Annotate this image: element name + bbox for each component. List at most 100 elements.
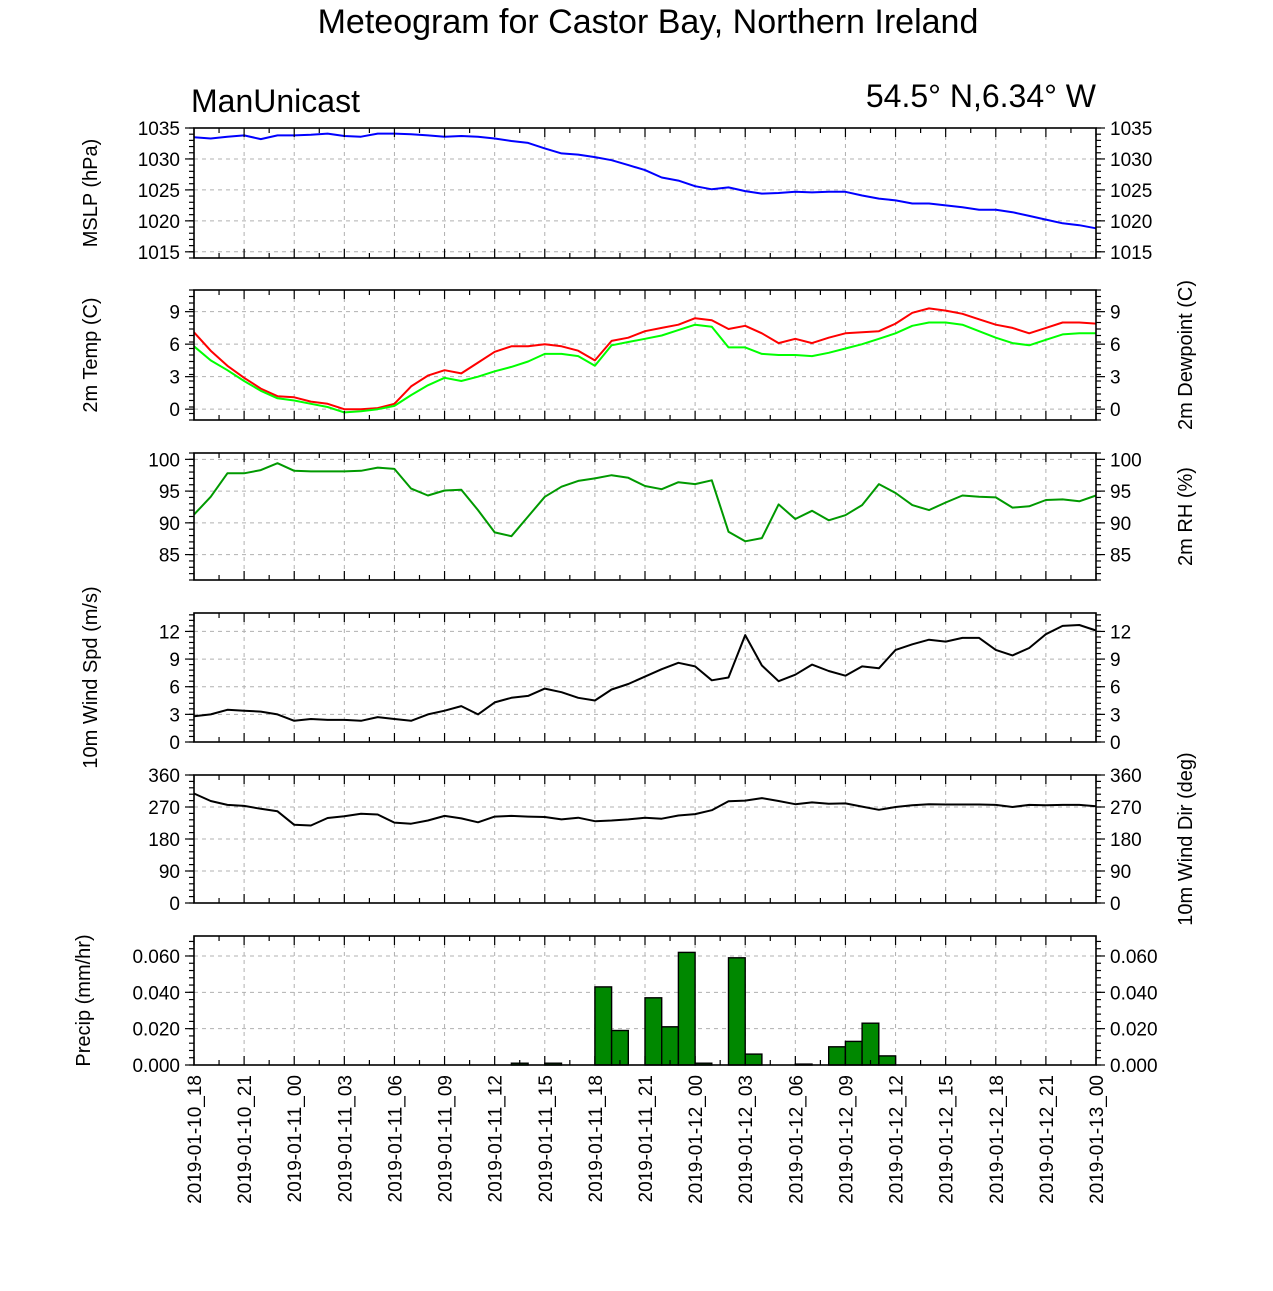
y-tick-label-left: 360 (148, 766, 180, 787)
y-tick-label-left: 3 (169, 368, 180, 389)
mslp-panel: 1015 1015 1020 1020 1025 1025 1030 1030 1035 1035… (80, 119, 1152, 264)
humidity-series-0-line (193, 462, 1097, 543)
temperature-ylabel-left: 2m Temp (C) (80, 297, 102, 412)
time-tick-label: 2019-01-12_03 (736, 1075, 757, 1204)
time-tick-label: 2019-01-12_09 (836, 1075, 857, 1204)
time-tick-label: 2019-01-11_09 (436, 1075, 457, 1202)
y-tick-label-right: 360 (1110, 766, 1142, 787)
y-tick-label-left: 12 (159, 622, 180, 643)
y-tick-label-right: 0.040 (1110, 983, 1158, 1004)
time-axis-labels: 2019-01-10_18 2019-01-10_21 2019-01-11_00 2… (185, 1075, 1108, 1204)
y-tick-label-left: 180 (148, 830, 180, 851)
y-tick-label-right: 270 (1110, 798, 1142, 819)
time-tick-label: 2019-01-10_18 (185, 1075, 206, 1204)
y-tick-label-left: 270 (148, 798, 180, 819)
precipitation-panel: 0.000 0.000 0.020 0.020 0.040 0.040 0.060 0.060… (73, 934, 1158, 1077)
y-tick-label-left: 1035 (138, 119, 180, 140)
y-tick-label-right: 3 (1110, 368, 1121, 389)
y-tick-label-right: 3 (1110, 705, 1121, 726)
time-tick-label: 2019-01-13_00 (1087, 1075, 1108, 1204)
y-tick-label-left: 100 (148, 450, 180, 471)
y-tick-label-right: 1035 (1110, 119, 1152, 140)
wind-direction-series-0-line (193, 792, 1097, 827)
wind-speed-ylabel-left: 10m Wind Spd (m/s) (80, 586, 102, 768)
precip-bar (677, 951, 696, 1066)
precip-bar (861, 1022, 880, 1066)
y-tick-label-left: 0 (169, 400, 180, 421)
y-tick-label-right: 0 (1110, 400, 1121, 421)
chart-panels: 1015 1015 1020 1020 1025 1025 1030 1030 1035 1035… (73, 119, 1197, 1204)
y-tick-label-left: 1030 (138, 150, 180, 171)
wind-speed-panel: 0 0 3 3 6 6 9 9 12 12 10m Wind Spd (m/s) (80, 586, 1131, 768)
y-tick-label-right: 95 (1110, 482, 1131, 503)
wind-direction-panel: 0 0 90 90 180 180 270 270 360 360 10m Wind Dir (de… (148, 752, 1197, 925)
y-tick-label-left: 6 (169, 678, 180, 699)
time-tick-label: 2019-01-11_15 (536, 1075, 557, 1202)
time-tick-label: 2019-01-10_21 (235, 1075, 256, 1204)
y-tick-label-right: 85 (1110, 546, 1131, 567)
time-tick-label: 2019-01-11_21 (636, 1075, 657, 1202)
time-tick-label: 2019-01-11_03 (335, 1075, 356, 1202)
time-tick-label: 2019-01-12_18 (987, 1075, 1008, 1204)
y-tick-label-right: 1025 (1110, 181, 1152, 202)
y-tick-label-left: 85 (159, 546, 180, 567)
humidity-panel: 85 85 90 90 95 95 100 100 2m RH (%) (148, 450, 1197, 581)
y-tick-label-left: 90 (159, 862, 180, 883)
y-tick-label-right: 0.060 (1110, 947, 1158, 968)
y-tick-label-left: 9 (169, 650, 180, 671)
y-tick-label-left: 0.040 (132, 983, 180, 1004)
y-tick-label-left: 3 (169, 705, 180, 726)
precip-bar (610, 1029, 629, 1066)
y-tick-label-left: 90 (159, 514, 180, 535)
time-tick-label: 2019-01-11_12 (486, 1075, 507, 1202)
y-tick-label-right: 1015 (1110, 243, 1152, 264)
wind-speed-series-0-line (193, 624, 1097, 722)
temperature-ylabel-right: 2m Dewpoint (C) (1175, 280, 1197, 430)
temperature-series-1-line (193, 321, 1096, 414)
y-tick-label-left: 1015 (138, 243, 180, 264)
time-tick-label: 2019-01-12_00 (686, 1075, 707, 1204)
wind-direction-ylabel-right: 10m Wind Dir (deg) (1175, 752, 1197, 925)
y-tick-label-right: 6 (1110, 678, 1121, 699)
y-tick-label-left: 0.020 (132, 1020, 180, 1041)
y-tick-label-left: 0 (169, 894, 180, 915)
precip-bar (878, 1055, 897, 1066)
time-tick-label: 2019-01-12_12 (887, 1075, 908, 1204)
y-tick-label-right: 12 (1110, 622, 1131, 643)
y-tick-label-right: 0 (1110, 894, 1121, 915)
time-tick-label: 2019-01-12_15 (937, 1075, 958, 1204)
precip-bar (594, 986, 613, 1066)
y-tick-label-right: 180 (1110, 830, 1142, 851)
humidity-ylabel-right: 2m RH (%) (1175, 467, 1197, 566)
y-tick-label-right: 0.020 (1110, 1020, 1158, 1041)
time-tick-label: 2019-01-12_21 (1037, 1075, 1058, 1204)
y-tick-label-right: 0 (1110, 733, 1121, 754)
y-tick-label-left: 9 (169, 303, 180, 324)
y-tick-label-left: 0.060 (132, 947, 180, 968)
y-tick-label-right: 100 (1110, 450, 1142, 471)
precip-bar (644, 997, 663, 1066)
time-tick-label: 2019-01-11_06 (385, 1075, 406, 1202)
y-tick-label-left: 0.000 (132, 1056, 180, 1077)
precipitation-ylabel-left: Precip (mm/hr) (73, 934, 95, 1066)
temperature-series-0-line (193, 307, 1097, 411)
precip-bar (844, 1040, 863, 1066)
y-tick-label-right: 90 (1110, 862, 1131, 883)
y-tick-label-right: 6 (1110, 335, 1121, 356)
y-tick-label-left: 95 (159, 482, 180, 503)
y-tick-label-left: 1020 (138, 212, 180, 233)
y-tick-label-right: 9 (1110, 650, 1121, 671)
y-tick-label-right: 90 (1110, 514, 1131, 535)
y-tick-label-left: 1025 (138, 181, 180, 202)
time-tick-label: 2019-01-11_00 (285, 1075, 306, 1202)
y-tick-label-right: 1030 (1110, 150, 1152, 171)
precip-bar (828, 1046, 847, 1066)
precip-bar (661, 1026, 680, 1066)
location-coordinates: 54.5° N,6.34° W (866, 78, 1097, 114)
model-name: ManUnicast (191, 83, 360, 119)
mslp-ylabel-left: MSLP (hPa) (80, 139, 102, 248)
time-tick-label: 2019-01-11_18 (586, 1075, 607, 1202)
time-tick-label: 2019-01-12_06 (786, 1075, 807, 1204)
y-tick-label-right: 9 (1110, 303, 1121, 324)
